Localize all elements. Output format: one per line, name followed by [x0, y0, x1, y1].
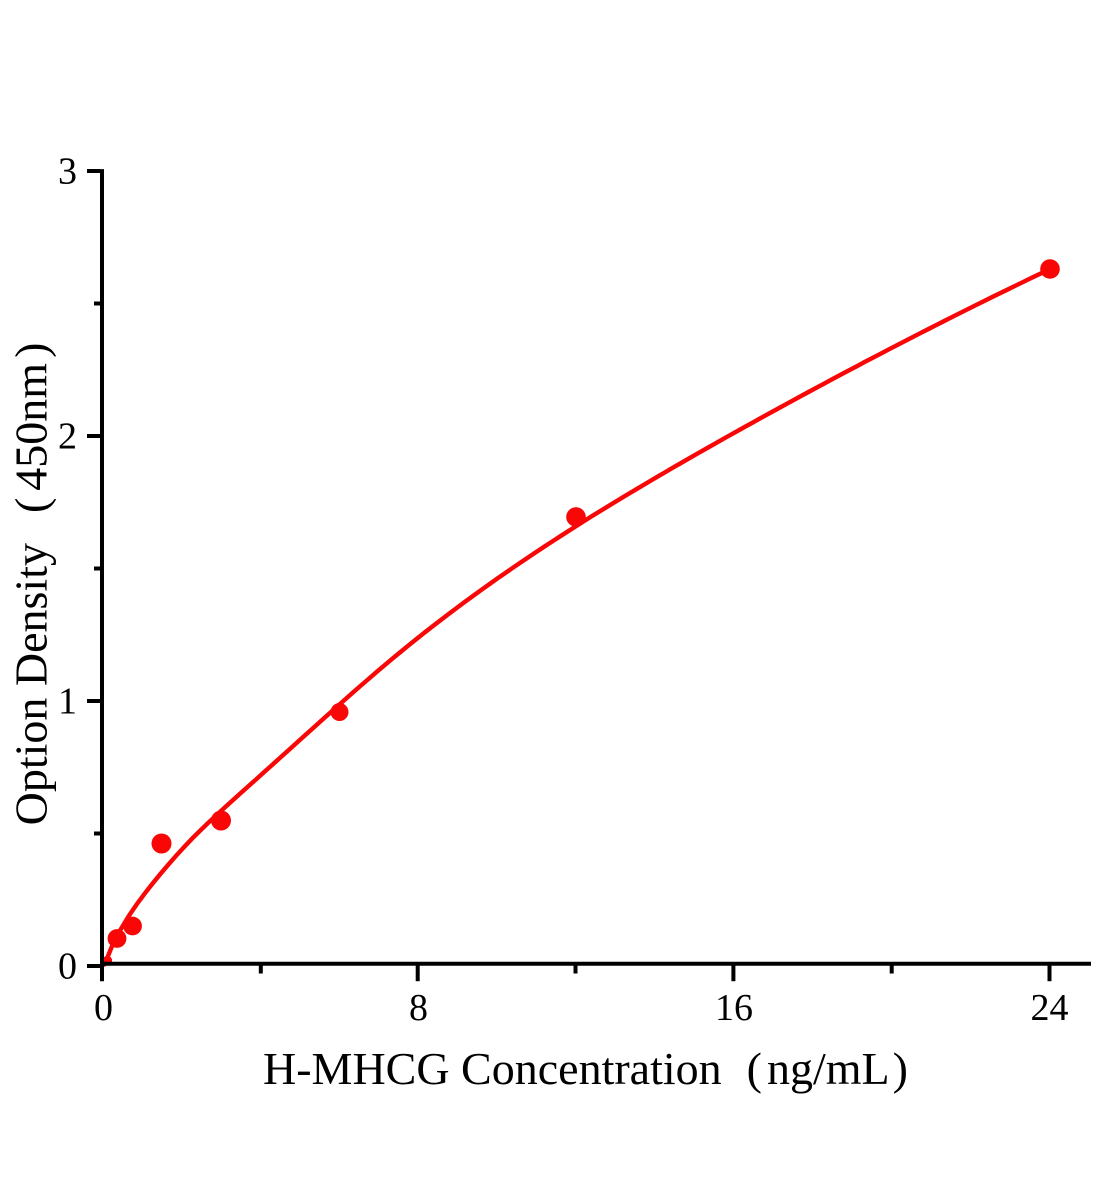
svg-text:2: 2 — [58, 416, 77, 458]
svg-text:24: 24 — [1031, 987, 1069, 1029]
svg-text:0: 0 — [58, 946, 77, 988]
svg-text:3: 3 — [58, 151, 77, 193]
svg-text:Option Density(450nm): Option Density(450nm) — [6, 343, 57, 826]
svg-text:H-MHCG Concentration(ng/mL): H-MHCG Concentration(ng/mL) — [263, 1043, 908, 1094]
svg-text:1: 1 — [58, 681, 77, 723]
svg-text:8: 8 — [409, 987, 428, 1029]
svg-text:16: 16 — [715, 987, 753, 1029]
svg-text:0: 0 — [94, 987, 113, 1029]
